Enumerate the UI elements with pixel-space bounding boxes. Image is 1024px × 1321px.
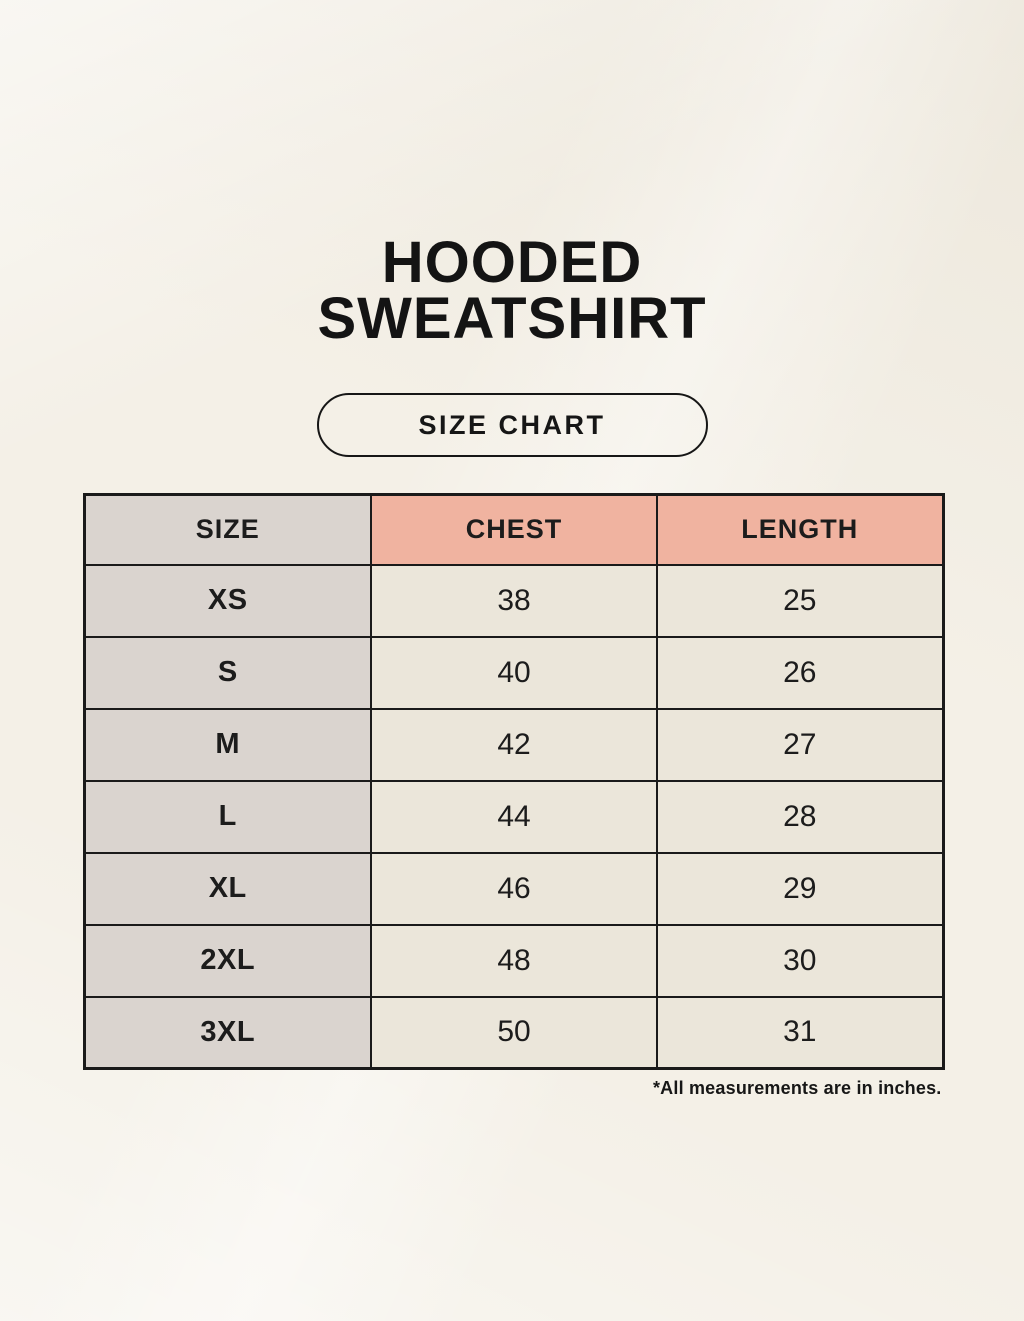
size-chart-table-container: SIZE CHEST LENGTH XS 38 25 S 40 26 M — [82, 493, 945, 1070]
size-cell: XS — [83, 563, 372, 638]
length-cell: 30 — [656, 923, 944, 998]
length-cell: 25 — [656, 563, 944, 638]
size-cell: S — [83, 635, 372, 710]
length-cell: 31 — [656, 995, 944, 1070]
size-cell: 3XL — [83, 995, 372, 1070]
table-row-xl: XL 46 29 — [83, 851, 944, 926]
table-row-m: M 42 27 — [83, 707, 944, 782]
chest-cell: 44 — [370, 779, 658, 854]
size-chart-button[interactable]: SIZE CHART — [316, 393, 708, 457]
table-row-2xl: 2XL 48 30 — [83, 923, 944, 998]
size-chart-button-label: SIZE CHART — [418, 409, 606, 440]
size-chart-table: SIZE CHEST LENGTH XS 38 25 S 40 26 M — [82, 493, 945, 1070]
size-cell: 2XL — [83, 923, 372, 998]
page-title: HOODED SWEATSHIRT — [0, 0, 1024, 351]
length-cell: 26 — [656, 635, 944, 710]
chest-cell: 50 — [370, 995, 658, 1070]
column-header-length: LENGTH — [656, 493, 944, 566]
chest-cell: 48 — [370, 923, 658, 998]
page-title-line1: HOODED — [381, 230, 643, 295]
chest-cell: 40 — [370, 635, 658, 710]
size-cell: XL — [83, 851, 372, 926]
measurements-footnote: *All measurements are in inches. — [652, 1078, 942, 1098]
size-cell: L — [83, 779, 372, 854]
table-row-xs: XS 38 25 — [83, 563, 944, 638]
length-cell: 29 — [656, 851, 944, 926]
length-cell: 28 — [656, 779, 944, 854]
column-header-size: SIZE — [83, 493, 372, 566]
table-row-l: L 44 28 — [83, 779, 944, 854]
chest-cell: 46 — [370, 851, 658, 926]
table-row-s: S 40 26 — [83, 635, 944, 710]
size-cell: M — [83, 707, 372, 782]
column-header-chest: CHEST — [370, 493, 658, 566]
header-row: SIZE CHEST LENGTH — [83, 493, 944, 566]
table-row-3xl: 3XL 50 31 — [83, 995, 944, 1070]
page-title-line2: SWEATSHIRT — [317, 286, 707, 351]
chest-cell: 38 — [370, 563, 658, 638]
chest-cell: 42 — [370, 707, 658, 782]
length-cell: 27 — [656, 707, 944, 782]
